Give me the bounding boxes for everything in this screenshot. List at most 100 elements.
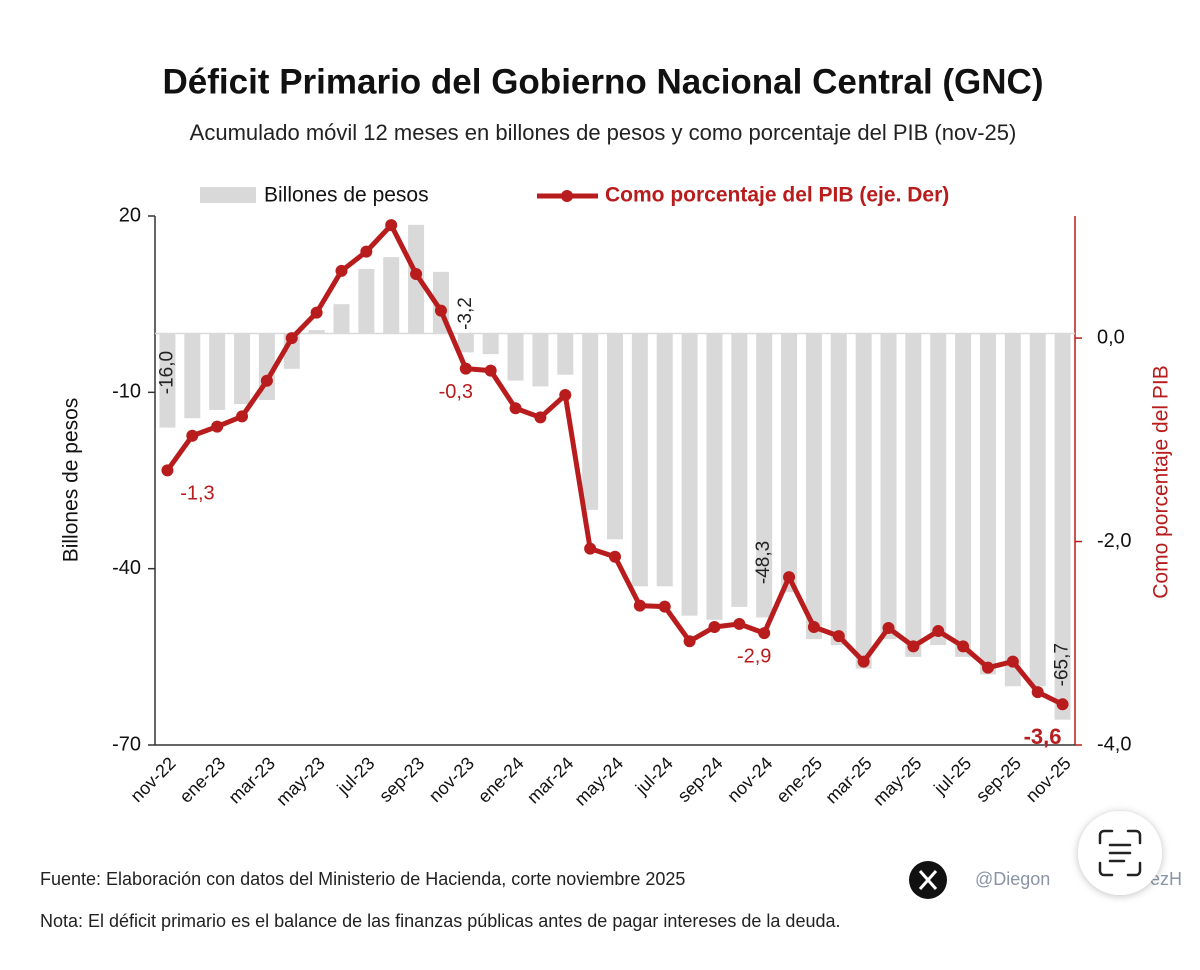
line-value-label: -2,9 [737, 645, 771, 667]
x-tick-label: nov-22 [127, 753, 180, 806]
y-axis-label: Billones de pesos [60, 398, 83, 563]
bar [656, 333, 673, 587]
x-tick-label: jul-24 [631, 753, 677, 799]
bar [457, 333, 474, 353]
bar [383, 257, 400, 334]
bar [507, 333, 524, 381]
x-tick-label: jul-25 [929, 753, 975, 799]
x-logo-mark [918, 870, 938, 890]
chart-subtitle: Acumulado móvil 12 meses en billones de … [190, 120, 1017, 145]
line-point [385, 219, 398, 232]
line-point [857, 655, 870, 668]
bar [333, 304, 350, 334]
bar [781, 333, 798, 593]
bar [805, 333, 822, 640]
y-tick-label: -70 [112, 733, 141, 755]
line-point [832, 630, 845, 643]
bar [1054, 333, 1071, 720]
legend-label: Como porcentaje del PIB (eje. Der) [605, 184, 949, 207]
line-point [882, 622, 895, 635]
x-tick-label: mar-23 [225, 753, 279, 807]
bar [930, 333, 947, 646]
line-point [907, 640, 920, 653]
chart-title: Déficit Primario del Gobierno Nacional C… [163, 62, 1044, 101]
bar [905, 333, 922, 657]
legend-swatch [200, 187, 256, 203]
bar [830, 333, 847, 646]
line-point [236, 410, 249, 423]
y-tick-label: -10 [112, 381, 141, 403]
line-point [285, 332, 298, 345]
bar-value-label: -48,3 [753, 541, 774, 584]
line-point [260, 374, 273, 387]
line-point [758, 627, 771, 640]
bar [358, 268, 375, 334]
line-point [981, 661, 994, 674]
bar [731, 333, 748, 607]
watermark: @Diegon [975, 869, 1050, 889]
x-tick-label: ene-23 [176, 753, 230, 807]
bar-value-label: -65,7 [1052, 643, 1073, 686]
line-point [335, 264, 348, 277]
line-point [658, 600, 671, 613]
line-point [459, 362, 472, 375]
line-value-label: -1,3 [180, 483, 214, 505]
x-tick-label: nov-23 [425, 753, 478, 806]
line-point [186, 429, 199, 442]
bar [756, 333, 773, 618]
bar [706, 333, 723, 620]
line-point [633, 599, 646, 612]
bar [880, 333, 897, 640]
y2-tick-label: -2,0 [1097, 530, 1131, 552]
line-point [957, 640, 970, 653]
bar [631, 333, 648, 587]
bar [855, 333, 872, 669]
note: Nota: El déficit primario es el balance … [40, 911, 840, 931]
line-point [310, 306, 323, 319]
source: Fuente: Elaboración con datos del Minist… [40, 869, 685, 889]
legend-label: Billones de pesos [264, 184, 429, 207]
line-point [1006, 655, 1019, 668]
bar-value-label: -16,0 [156, 351, 177, 394]
bar [532, 333, 549, 387]
bar [979, 333, 996, 675]
x-tick-label: may-24 [571, 753, 628, 810]
x-tick-label: mar-25 [821, 753, 875, 807]
bar [159, 333, 176, 428]
line-point [683, 635, 696, 648]
bar [308, 330, 325, 334]
scan-icon [1098, 829, 1142, 877]
bar [607, 333, 623, 540]
line-value-label: -0,3 [439, 381, 473, 403]
bar [184, 333, 201, 419]
x-tick-label: sep-23 [375, 753, 428, 806]
bar [681, 333, 698, 616]
line-point [484, 364, 497, 377]
line-point [559, 389, 572, 402]
x-tick-label: ene-25 [772, 753, 826, 807]
bar [234, 333, 251, 405]
x-tick-label: ene-24 [474, 753, 528, 807]
bar [209, 333, 226, 410]
x-tick-label: nov-24 [723, 753, 776, 806]
x-tick-label: mar-24 [523, 753, 577, 807]
line-point [509, 402, 522, 415]
y2-tick-label: 0,0 [1097, 326, 1125, 348]
line-point [161, 464, 174, 477]
line-point [783, 571, 796, 584]
bar [1004, 333, 1021, 687]
legend-swatch [561, 190, 573, 202]
x-tick-label: may-25 [869, 753, 926, 810]
y2-tick-label: -4,0 [1097, 733, 1131, 755]
bar [1029, 333, 1046, 687]
bar [557, 333, 574, 375]
y-tick-label: -40 [112, 557, 141, 579]
line-point [807, 620, 820, 633]
line-point [584, 542, 597, 555]
line-point [534, 411, 547, 424]
line-point [1056, 698, 1069, 711]
watermark: ezH [1150, 869, 1182, 889]
x-tick-label: jul-23 [333, 753, 379, 799]
y2-axis-label: Como porcentaje del PIB [1150, 365, 1173, 598]
